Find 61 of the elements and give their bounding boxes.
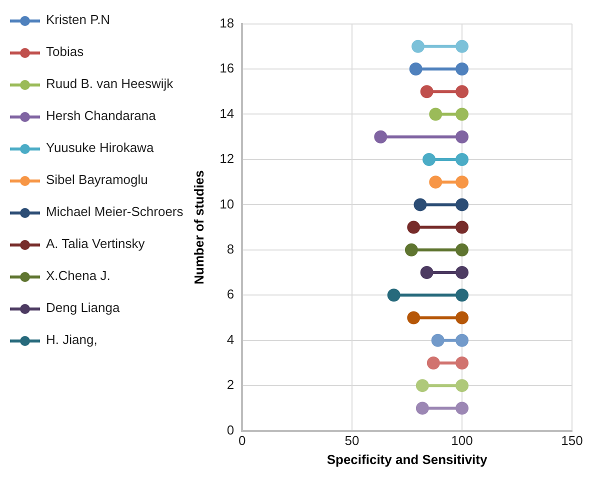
legend-label: X.Chena J.: [46, 268, 110, 284]
point: [420, 266, 434, 280]
point: [456, 152, 469, 166]
point: [387, 288, 400, 302]
legend-label: Tobias: [46, 44, 84, 60]
point: [456, 311, 469, 324]
point: [429, 176, 442, 189]
point: [456, 334, 469, 347]
y-tick-label: 16: [220, 60, 234, 76]
point: [407, 311, 420, 324]
point: [456, 62, 469, 76]
legend-label: Ruud B. van Heeswijk: [46, 76, 174, 92]
point: [456, 198, 469, 212]
point: [456, 288, 469, 302]
legend-label: Kristen P.N: [46, 12, 110, 28]
y-tick-label: 14: [220, 106, 234, 121]
y-tick-label: 10: [220, 196, 234, 212]
point: [456, 176, 469, 189]
x-tick-label: 100: [451, 433, 473, 448]
point: [404, 243, 418, 256]
point: [429, 108, 442, 121]
y-axis-title: Number of studies: [191, 170, 206, 284]
point: [426, 356, 440, 370]
point: [456, 130, 469, 144]
point: [431, 334, 444, 347]
point: [456, 243, 469, 256]
point: [416, 379, 429, 392]
legend-label: H. Jiang,: [46, 332, 98, 348]
y-tick-label: 18: [220, 15, 234, 30]
legend-label: Sibel Bayramoglu: [46, 172, 148, 188]
legend-label: A. Talia Vertinsky: [46, 236, 145, 252]
x-tick-label: 150: [561, 433, 583, 448]
point: [456, 108, 469, 121]
point: [456, 266, 469, 280]
point: [456, 356, 469, 370]
point: [409, 62, 422, 76]
point: [416, 402, 429, 415]
x-axis-title: Specificity and Sensitivity: [326, 452, 488, 467]
y-tick-label: 4: [226, 332, 234, 347]
legend-label: Hersh Chandarana: [46, 108, 156, 124]
point: [456, 220, 469, 234]
x-tick-label: 50: [344, 433, 360, 448]
point: [407, 220, 420, 234]
y-tick-label: 6: [226, 286, 234, 302]
point: [456, 379, 469, 392]
x-tick-label: 0: [238, 433, 246, 448]
point: [422, 152, 436, 166]
point: [414, 198, 427, 212]
legend-label: Deng Lianga: [46, 300, 120, 316]
y-tick-label: 8: [226, 241, 234, 256]
point: [374, 130, 388, 144]
point: [412, 40, 425, 53]
point: [456, 402, 469, 415]
point: [456, 40, 469, 53]
point: [420, 85, 434, 98]
y-tick-label: 12: [220, 151, 234, 166]
y-tick-label: 2: [226, 377, 234, 392]
y-tick-label: 0: [226, 422, 234, 438]
point: [456, 85, 469, 98]
legend-label: Yuusuke Hirokawa: [46, 140, 154, 156]
legend-label: Michael Meier-Schroers: [46, 204, 184, 220]
